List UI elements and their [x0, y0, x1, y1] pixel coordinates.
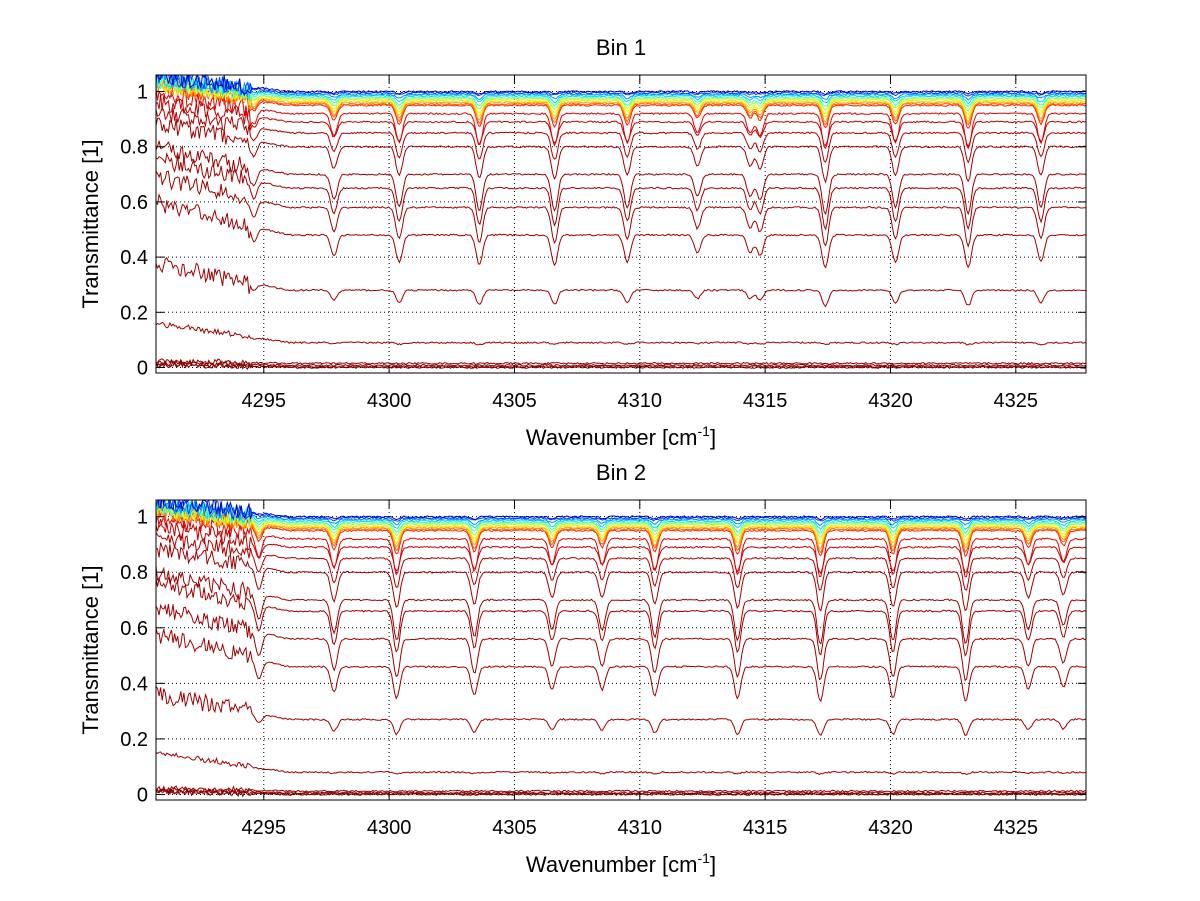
y-tick-label: 0.8 — [120, 562, 148, 584]
series-line — [156, 628, 1086, 703]
series-line — [156, 117, 1086, 184]
series-line — [156, 256, 1086, 308]
x-tick-label: 4305 — [492, 390, 537, 412]
series-line — [156, 514, 1086, 578]
x-tick-label: 4305 — [492, 817, 537, 839]
series-line — [156, 106, 1086, 164]
series-line — [156, 531, 1086, 591]
series-line — [156, 140, 1086, 216]
y-tick-label: 0.6 — [120, 192, 148, 214]
series-line — [156, 603, 1086, 682]
series-line — [156, 785, 1086, 794]
x-tick-label: 4300 — [367, 390, 412, 412]
series-line — [156, 503, 1086, 554]
series-line — [156, 542, 1086, 612]
series-line — [156, 75, 1086, 112]
x-tick-label: 4320 — [868, 390, 913, 412]
y-axis-label: Transmittance [1] — [78, 139, 103, 308]
series-line — [156, 500, 1086, 538]
chart-title: Bin 1 — [596, 35, 646, 60]
series-line — [156, 751, 1086, 776]
series-line — [156, 75, 1086, 97]
axes-box — [155, 499, 1087, 801]
series-group — [156, 75, 1086, 371]
series-line — [156, 170, 1086, 248]
x-tick-label: 4295 — [242, 390, 287, 412]
x-axis-label: Wavenumber [cm-1] — [526, 850, 716, 877]
series-line — [156, 565, 1086, 645]
y-tick-label: 0.4 — [120, 673, 148, 695]
series-line — [156, 75, 1086, 105]
y-tick-label: 0.2 — [120, 729, 148, 751]
series-line — [156, 686, 1086, 737]
series-line — [156, 500, 1086, 526]
y-tick-label: 1 — [137, 82, 148, 104]
series-line — [156, 786, 1086, 796]
series-line — [156, 321, 1086, 346]
chart-panel-1: 4295 4300 4305 4310 4315 4320 4325 0 0.2 0.4 0.6 0.… — [78, 35, 1087, 450]
series-line — [156, 503, 1086, 558]
series-line — [156, 358, 1086, 366]
x-tick-label: 4300 — [367, 817, 412, 839]
series-line — [156, 360, 1086, 371]
x-tick-label: 4320 — [868, 817, 913, 839]
y-tick-label: 0 — [137, 784, 148, 806]
y-tick-label: 0.8 — [120, 137, 148, 159]
x-tick-label: 4325 — [994, 390, 1039, 412]
series-line — [156, 501, 1086, 550]
x-tick-label: 4310 — [618, 390, 663, 412]
x-tick-label: 4295 — [242, 817, 287, 839]
series-line — [156, 94, 1086, 148]
series-line — [156, 500, 1086, 530]
y-tick-label: 0.4 — [120, 247, 148, 269]
y-tick-label: 0 — [137, 357, 148, 379]
chart-title: Bin 2 — [596, 460, 646, 485]
series-line — [156, 86, 1086, 150]
y-tick-label: 0.2 — [120, 302, 148, 324]
series-line — [157, 500, 1086, 521]
series-group — [156, 500, 1086, 798]
series-line — [156, 79, 1086, 124]
series-line — [156, 500, 1086, 542]
y-tick-label: 1 — [137, 507, 148, 529]
series-line — [156, 151, 1086, 231]
series-line — [156, 501, 1086, 546]
y-axis-label: Transmittance [1] — [78, 565, 103, 734]
axes-box — [155, 74, 1087, 374]
x-axis-label: Wavenumber [cm-1] — [526, 423, 716, 450]
x-tick-label: 4310 — [618, 817, 663, 839]
series-line — [156, 75, 1086, 96]
x-tick-label: 4315 — [743, 390, 788, 412]
y-tick-label: 0.6 — [120, 618, 148, 640]
x-tick-label: 4325 — [994, 817, 1039, 839]
series-line — [156, 78, 1086, 119]
chart-panel-2: 4295 4300 4305 4310 4315 4320 4325 0 0.2 0.4 0.6 0.… — [78, 460, 1087, 877]
series-line — [156, 576, 1086, 657]
series-line — [156, 500, 1086, 522]
series-line — [156, 359, 1086, 368]
series-line — [156, 192, 1086, 269]
series-line — [156, 500, 1086, 535]
series-line — [156, 518, 1086, 575]
x-tick-label: 4315 — [743, 817, 788, 839]
